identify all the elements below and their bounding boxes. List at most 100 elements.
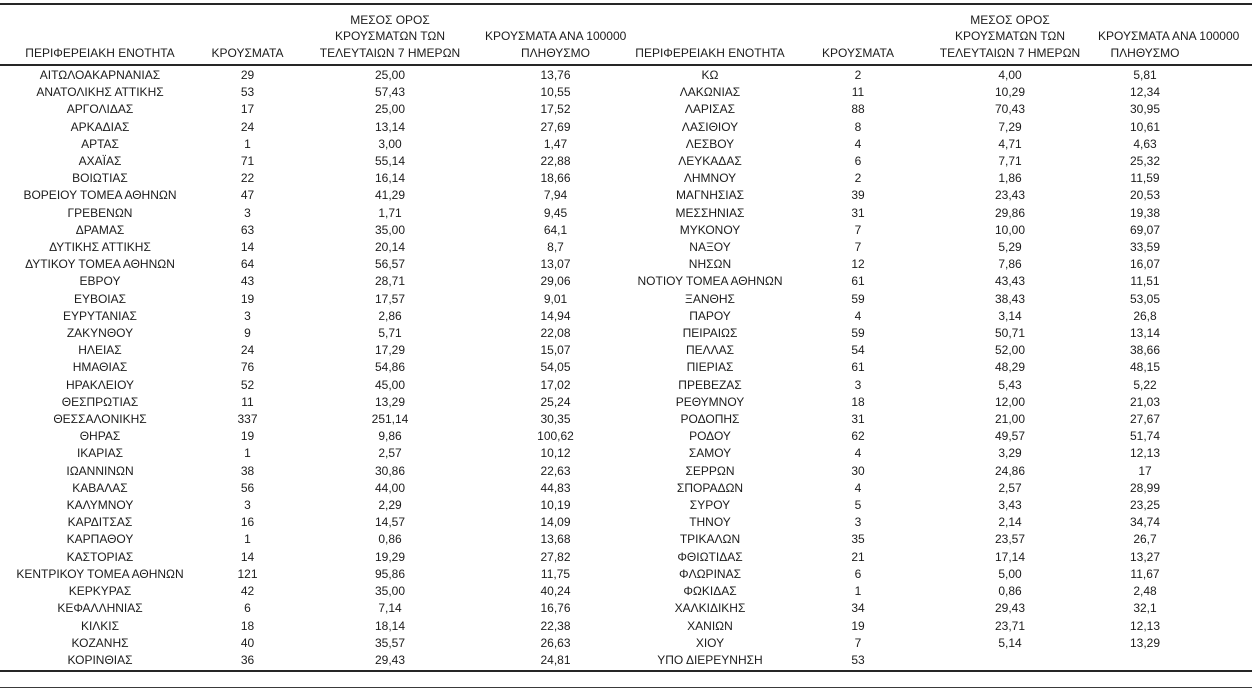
avg-7day-cell: 9,86 — [378, 429, 402, 444]
table-row: ΝΟΤΙΟΥ ΤΟΜΕΑ ΑΘΗΝΩΝ 61 43,43 11,51 — [626, 273, 1252, 290]
per-100k-cell: 32,1 — [1133, 601, 1157, 616]
region-cell: ΛΑΡΙΣΑΣ — [684, 102, 736, 117]
table-row: ΙΚΑΡΙΑΣ 1 2,57 10,12 — [0, 445, 626, 462]
table-row: ΚΙΛΚΙΣ 18 18,14 22,38 — [0, 618, 626, 635]
per-100k-cell: 40,24 — [540, 584, 571, 599]
per-100k-cell: 13,07 — [540, 257, 571, 272]
cases-cell: 5 — [854, 498, 862, 513]
avg-7day-cell: 4,00 — [998, 68, 1022, 82]
table-row: ΥΠΟ ΔΙΕΡΕΥΝΗΣΗ 53 — [626, 652, 1252, 669]
region-cell: ΗΜΑΘΙΑΣ — [72, 360, 128, 375]
avg-7day-cell: 3,00 — [378, 136, 402, 151]
cases-table-left: ΠΕΡΙΦΕΡΕΙΑΚΗ ΕΝΟΤΗΤΑ ΚΡΟΥΣΜΑΤΑ ΜΕΣΟΣ ΟΡΟ… — [0, 0, 626, 669]
per-100k-cell: 15,07 — [540, 343, 571, 358]
cases-cell: 52 — [240, 377, 255, 392]
avg-7day-cell: 2,29 — [378, 498, 402, 513]
per-100k-cell: 25,32 — [1129, 154, 1161, 169]
avg-7day-cell: 5,00 — [998, 566, 1022, 581]
per-100k-cell: 13,76 — [540, 68, 571, 82]
table-row: ΕΥΒΟΙΑΣ 19 17,57 9,01 — [0, 291, 626, 308]
avg-7day-cell: 5,14 — [998, 635, 1022, 650]
table-row: ΣΑΜΟΥ 4 3,29 12,13 — [626, 445, 1252, 462]
table-row: ΕΥΡΥΤΑΝΙΑΣ 3 2,86 14,94 — [0, 308, 626, 325]
cases-cell: 6 — [244, 601, 251, 616]
cases-cell: 1 — [244, 532, 251, 547]
cases-cell: 22 — [240, 171, 255, 186]
table-row: ΛΑΡΙΣΑΣ 88 70,43 30,95 — [626, 101, 1252, 118]
per-100k-cell: 17,02 — [540, 377, 571, 392]
region-cell: ΝΗΣΩΝ — [688, 257, 732, 272]
avg-7day-cell: 52,00 — [994, 343, 1026, 358]
table-row: ΜΕΣΣΗΝΙΑΣ 31 29,86 19,38 — [626, 205, 1252, 222]
per-100k-cell: 16,76 — [540, 601, 571, 616]
cases-cell: 42 — [240, 584, 255, 599]
per-100k-cell: 9,01 — [543, 291, 568, 306]
table-row: ΔΡΑΜΑΣ 63 35,00 64,1 — [0, 222, 626, 239]
per-100k-cell: 22,63 — [540, 463, 571, 478]
cases-cell: 337 — [237, 412, 258, 427]
per-100k-cell: 10,12 — [540, 446, 571, 461]
cases-cell: 12 — [851, 257, 865, 272]
table-row: ΖΑΚΥΝΘΟΥ 9 5,71 22,08 — [0, 325, 626, 342]
region-cell: ΜΑΓΝΗΣΙΑΣ — [675, 188, 745, 203]
table-row: ΚΑΡΔΙΤΣΑΣ 16 14,57 14,09 — [0, 514, 626, 531]
cases-table-right: ΠΕΡΙΦΕΡΕΙΑΚΗ ΕΝΟΤΗΤΑ ΚΡΟΥΣΜΑΤΑ ΜΕΣΟΣ ΟΡΟ… — [626, 0, 1252, 669]
region-cell: ΙΩΑΝΝΙΝΩΝ — [66, 463, 134, 478]
cases-cell: 3 — [854, 377, 862, 392]
table-row: ΒΟΙΩΤΙΑΣ 22 16,14 18,66 — [0, 170, 626, 187]
per-100k-cell: 25,24 — [540, 394, 571, 409]
region-cell: ΙΚΑΡΙΑΣ — [76, 446, 124, 461]
region-cell: ΚΑΛΥΜΝΟΥ — [66, 498, 134, 513]
region-cell: ΝΑΞΟΥ — [689, 240, 731, 255]
filler-cell — [1192, 635, 1252, 652]
table-header-row: ΠΕΡΙΦΕΡΕΙΑΚΗ ΕΝΟΤΗΤΑ ΚΡΟΥΣΜΑΤΑ ΜΕΣΟΣ ΟΡΟ… — [0, 0, 626, 67]
per-100k-cell: 14,09 — [540, 515, 571, 530]
avg-7day-cell: 5,43 — [998, 377, 1022, 392]
per-100k-cell: 10,55 — [540, 85, 571, 100]
cases-cell: 2 — [854, 68, 862, 82]
region-cell: ΚΕΡΚΥΡΑΣ — [68, 584, 132, 599]
per-100k-cell — [1098, 652, 1192, 669]
region-cell: ΦΛΩΡΙΝΑΣ — [679, 566, 741, 581]
region-cell: ΝΟΤΙΟΥ ΤΟΜΕΑ ΑΘΗΝΩΝ — [637, 274, 783, 289]
cases-cell: 43 — [240, 274, 255, 289]
cases-cell: 47 — [240, 188, 255, 203]
table-row: ΕΒΡΟΥ 43 28,71 29,06 — [0, 273, 626, 290]
cases-cell: 34 — [851, 601, 865, 616]
filler-cell — [1192, 445, 1252, 462]
cases-cell: 59 — [851, 326, 865, 341]
avg-7day-cell: 25,00 — [374, 102, 406, 117]
table-row: ΠΡΕΒΕΖΑΣ 3 5,43 5,22 — [626, 377, 1252, 394]
cases-cell: 11 — [241, 394, 254, 409]
cases-cell: 53 — [851, 652, 865, 667]
cases-cell: 4 — [854, 136, 862, 151]
region-cell: ΚΑΡΠΑΘΟΥ — [66, 532, 134, 547]
cases-header: ΚΡΟΥΣΜΑΤΑ — [822, 45, 894, 60]
table-row: ΜΥΚΟΝΟΥ 7 10,00 69,07 — [626, 222, 1252, 239]
region-cell: ΑΡΚΑΔΙΑΣ — [70, 119, 130, 134]
table-header-row: ΠΕΡΙΦΕΡΕΙΑΚΗ ΕΝΟΤΗΤΑ ΚΡΟΥΣΜΑΤΑ ΜΕΣΟΣ ΟΡΟ… — [626, 0, 1252, 67]
cases-cell: 64 — [240, 257, 255, 272]
table-row: ΚΕΦΑΛΛΗΝΙΑΣ 6 7,14 16,76 — [0, 600, 626, 617]
avg-7day-cell: 1,86 — [998, 171, 1022, 186]
table-row: ΝΑΞΟΥ 7 5,29 33,59 — [626, 239, 1252, 256]
per-100k-header: ΚΡΟΥΣΜΑΤΑ ΑΝΑ 100000 ΠΛΗΘΥΣΜΟ — [1098, 29, 1240, 60]
per-100k-cell: 51,74 — [1129, 429, 1161, 444]
per-100k-cell: 11,67 — [1130, 566, 1160, 581]
table-row: ΛΗΜΝΟΥ 2 1,86 11,59 — [626, 170, 1252, 187]
cases-cell: 36 — [240, 652, 255, 667]
table-row: ΘΗΡΑΣ 19 9,86 100,62 — [0, 428, 626, 445]
avg-7day-cell: 7,14 — [378, 601, 402, 616]
table-row: ΛΕΥΚΑΔΑΣ 6 7,71 25,32 — [626, 153, 1252, 170]
cases-cell: 61 — [851, 274, 865, 289]
table-row: ΡΕΘΥΜΝΟΥ 18 12,00 21,03 — [626, 394, 1252, 411]
region-cell: ΧΑΝΙΩΝ — [687, 618, 733, 633]
avg-7day-cell: 17,29 — [374, 343, 406, 358]
region-cell: ΠΡΕΒΕΖΑΣ — [678, 377, 742, 392]
avg-7day-cell: 50,71 — [994, 326, 1026, 341]
avg-7day-cell: 28,71 — [374, 274, 406, 289]
avg-7day-cell: 38,43 — [994, 291, 1026, 306]
avg-7day-cell — [922, 652, 1098, 669]
region-cell: ΚΕΦΑΛΛΗΝΙΑΣ — [57, 601, 143, 616]
avg-7day-cell: 23,71 — [994, 618, 1026, 633]
